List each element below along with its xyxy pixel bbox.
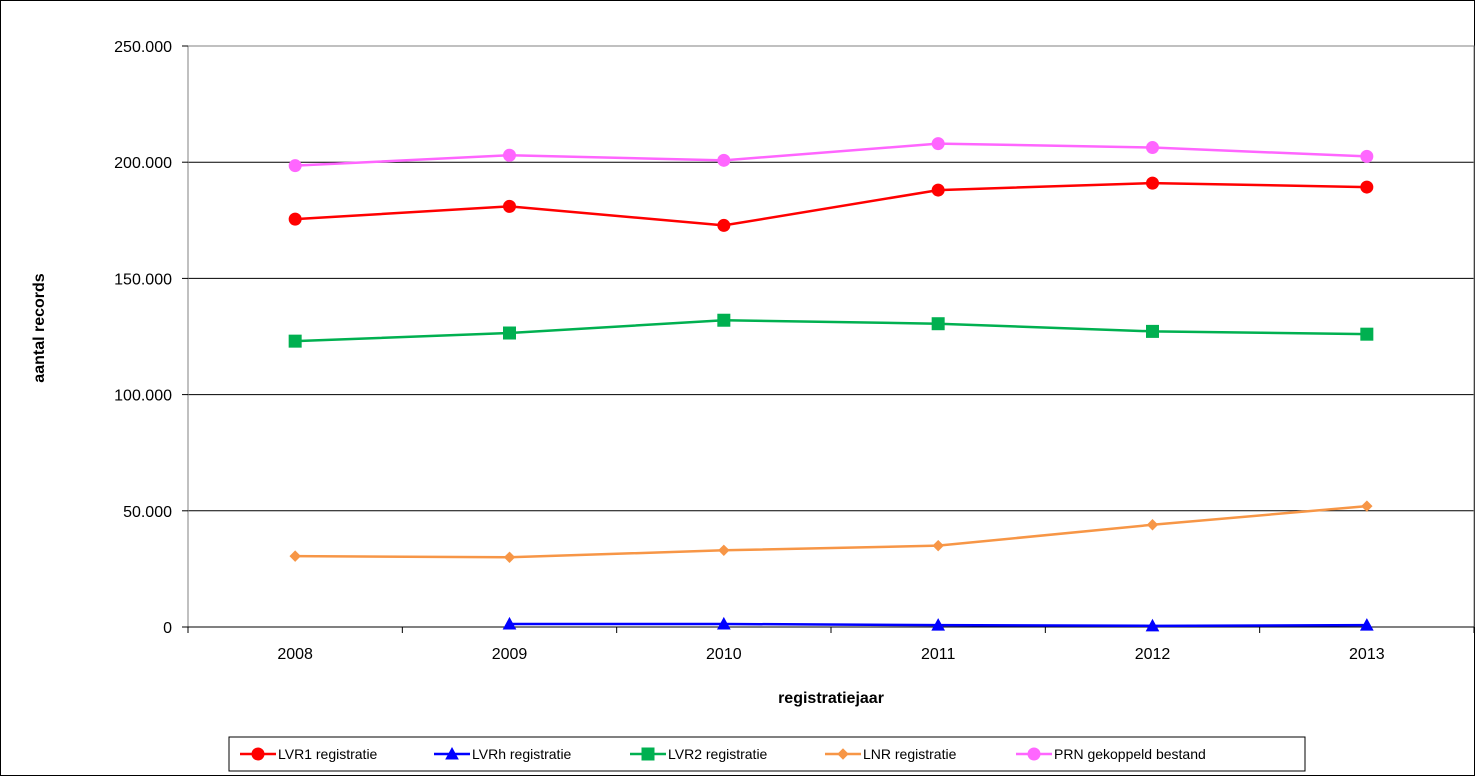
legend-swatch-marker (641, 747, 655, 761)
x-tick-label: 2012 (1135, 646, 1171, 663)
data-point (1360, 149, 1374, 163)
y-tick-label: 50.000 (123, 504, 172, 521)
data-point (288, 159, 302, 173)
data-point (1360, 180, 1374, 194)
legend-label: PRN gekoppeld bestand (1054, 746, 1206, 762)
series-0 (288, 176, 1374, 232)
x-tick-label: 2011 (921, 646, 956, 663)
x-axis: 2008 2009 2010 2011 2012 2013 (187, 626, 1475, 663)
data-point (716, 616, 731, 630)
data-point (503, 326, 516, 340)
data-point (1360, 327, 1374, 341)
y-axis-label: aantal records (31, 273, 48, 382)
legend-item: PRN gekoppeld bestand (1016, 746, 1206, 762)
data-point (289, 550, 301, 562)
data-point (1146, 141, 1159, 155)
data-point (1361, 500, 1373, 512)
data-point (503, 199, 516, 213)
legend-label: LNR registratie (863, 746, 957, 762)
series-group (288, 137, 1374, 632)
legend: LVR1 registratie LVRh registratie LVR2 reg… (228, 736, 1306, 772)
legend-swatch-marker (1027, 747, 1041, 761)
legend-item: LVR1 registratie (240, 746, 378, 762)
data-point (931, 618, 946, 631)
data-point (718, 544, 730, 557)
data-point (931, 317, 945, 331)
data-point (288, 212, 302, 226)
data-point (717, 153, 731, 167)
legend-swatch-marker (251, 747, 265, 761)
series-line (295, 504, 1367, 559)
data-point (1146, 519, 1159, 531)
series-1 (502, 616, 1374, 632)
data-point (503, 148, 516, 162)
data-point (502, 616, 517, 630)
y-tick-label: 150.000 (114, 271, 172, 288)
data-point (717, 218, 731, 232)
series-line (295, 142, 1367, 167)
series-3 (289, 500, 1373, 563)
series-line (295, 181, 1367, 227)
x-tick-label: 2013 (1349, 646, 1385, 663)
legend-label: LVR1 registratie (278, 746, 378, 762)
legend-swatch-marker (445, 746, 459, 760)
legend-swatch-marker (837, 748, 849, 760)
legend-label: LVRh registratie (472, 746, 572, 762)
x-tick-label: 2009 (492, 646, 528, 663)
data-point (931, 183, 945, 197)
data-point (1146, 176, 1159, 190)
data-point (717, 313, 731, 327)
x-axis-label: registratiejaar (778, 690, 884, 707)
y-tick-label: 250.000 (114, 39, 172, 56)
gridlines (188, 161, 1474, 512)
legend-item: LVRh registratie (434, 746, 572, 762)
data-point (932, 539, 944, 552)
legend-label: LVR2 registratie (668, 746, 768, 762)
y-tick-label: 0 (163, 620, 172, 637)
data-point (503, 551, 516, 563)
legend-item: LNR registratie (825, 746, 957, 762)
y-axis: 0 50.000 100.000 150.000 200.000 250.000 (114, 39, 188, 637)
legend-box (228, 736, 1306, 772)
data-point (1146, 324, 1159, 338)
data-point (931, 137, 945, 151)
data-point (1359, 618, 1374, 631)
series-4 (288, 137, 1374, 173)
data-point (1145, 618, 1160, 632)
series-line (295, 318, 1367, 343)
series-2 (288, 313, 1374, 348)
legend-item: LVR2 registratie (630, 746, 768, 762)
y-tick-label: 200.000 (114, 155, 172, 172)
x-tick-label: 2008 (277, 646, 313, 663)
y-tick-label: 100.000 (114, 388, 172, 405)
x-tick-label: 2010 (706, 646, 742, 663)
data-point (288, 334, 302, 348)
